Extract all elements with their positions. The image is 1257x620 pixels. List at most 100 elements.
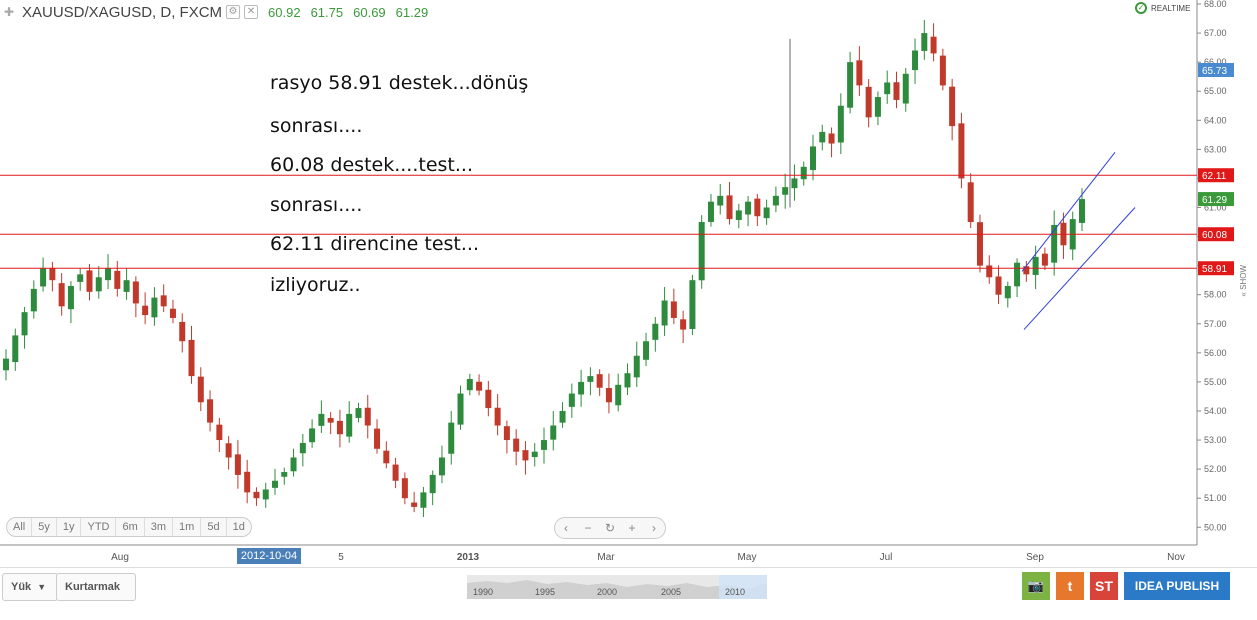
realtime-icon: ✓ bbox=[1135, 2, 1147, 14]
idea-publish-button[interactable]: IDEA PUBLISH bbox=[1124, 572, 1230, 600]
time-tick-label: Mar bbox=[597, 552, 615, 563]
close-series-icon[interactable]: ✕ bbox=[244, 5, 259, 19]
range-1y-button[interactable]: 1y bbox=[57, 518, 82, 536]
add-symbol-icon[interactable]: ✚ bbox=[4, 5, 15, 19]
trend-channel[interactable] bbox=[1021, 151, 1136, 330]
range-ytd-button[interactable]: YTD bbox=[81, 518, 117, 536]
horizontal-levels[interactable] bbox=[0, 174, 1197, 269]
candle-body bbox=[401, 478, 408, 499]
twitter-button[interactable]: t bbox=[1056, 572, 1084, 600]
annotation-line[interactable]: rasyo 58.91 destek...dönüş bbox=[270, 72, 529, 94]
candle-body bbox=[494, 407, 501, 426]
candle-body bbox=[503, 426, 510, 441]
settings-icon[interactable]: ⚙ bbox=[226, 5, 241, 19]
symbol-title[interactable]: XAUUSD/XAGUSD, D, FXCM bbox=[22, 3, 223, 21]
candle-body bbox=[30, 288, 37, 312]
candle-body bbox=[578, 381, 585, 395]
plot-area bbox=[0, 0, 1197, 545]
show-panel-toggle[interactable]: « SHOW bbox=[1239, 265, 1248, 297]
candle-body bbox=[299, 442, 306, 454]
range-3m-button[interactable]: 3m bbox=[145, 518, 174, 536]
candle-body bbox=[633, 355, 640, 378]
range-5y-button[interactable]: 5y bbox=[32, 518, 57, 536]
candle-body bbox=[707, 201, 714, 222]
annotation-line[interactable]: izliyoruz.. bbox=[270, 274, 361, 296]
price-tick-label: 65.00 bbox=[1204, 86, 1227, 96]
candle-body bbox=[438, 457, 445, 476]
price-badge bbox=[1198, 227, 1234, 242]
price-badge bbox=[1198, 192, 1234, 207]
annotation-line[interactable]: 60.08 destek....test... bbox=[270, 154, 473, 176]
candle-body bbox=[967, 182, 974, 223]
candle-body bbox=[12, 335, 19, 363]
range-1m-button[interactable]: 1m bbox=[173, 518, 202, 536]
price-badge-label: 62.11 bbox=[1202, 171, 1227, 182]
candle-body bbox=[745, 201, 752, 215]
overview-navigator[interactable]: 1990 1995 2000 2005 2010 bbox=[467, 575, 767, 599]
time-axis[interactable]: Aug 5 2013 Mar May Jul Sep Nov bbox=[111, 552, 1185, 563]
candle-body bbox=[596, 374, 603, 388]
candle-body bbox=[587, 376, 594, 382]
candle-body bbox=[837, 105, 844, 143]
channel-lower-line[interactable] bbox=[1023, 207, 1136, 330]
stocktwits-button[interactable]: ST bbox=[1090, 572, 1118, 600]
candle-body bbox=[874, 97, 881, 117]
overview-year: 2010 bbox=[725, 587, 746, 597]
candle-body bbox=[522, 450, 529, 461]
chevron-down-icon: ▼ bbox=[37, 582, 47, 592]
scroll-right-icon[interactable]: › bbox=[652, 521, 656, 535]
ohlc-open: 60.92 bbox=[268, 4, 301, 20]
candle-body bbox=[207, 399, 214, 423]
price-tick-label: 54.00 bbox=[1204, 406, 1227, 416]
candle-body bbox=[921, 33, 928, 51]
range-1d-button[interactable]: 1d bbox=[232, 521, 245, 533]
ohlc-close: 61.29 bbox=[395, 4, 429, 20]
range-all-button[interactable]: All bbox=[7, 518, 33, 536]
range-6m-button[interactable]: 6m bbox=[116, 518, 145, 536]
snapshot-button[interactable]: 📷 bbox=[1022, 572, 1050, 600]
candle-body bbox=[234, 454, 241, 475]
candle-body bbox=[364, 407, 371, 426]
reset-icon[interactable]: ↻ bbox=[604, 521, 616, 535]
zoom-in-icon[interactable]: + bbox=[628, 521, 636, 535]
candle-body bbox=[179, 321, 186, 342]
candle-body bbox=[828, 133, 835, 144]
candle-body bbox=[865, 86, 872, 118]
range-5d-button[interactable]: 5d bbox=[201, 518, 227, 536]
overview-year: 2005 bbox=[661, 587, 682, 597]
price-tick-label: 52.00 bbox=[1204, 464, 1227, 474]
price-badge bbox=[1198, 62, 1234, 77]
range-buttons: All 5y 1y YTD 6m 3m 1m 5d 1d bbox=[6, 517, 252, 537]
candle-body bbox=[142, 305, 149, 316]
candle-body bbox=[485, 389, 492, 409]
time-tick-label: Nov bbox=[1167, 552, 1185, 563]
candle-body bbox=[698, 222, 705, 281]
candle-body bbox=[1014, 262, 1021, 287]
candle-body bbox=[791, 178, 798, 189]
realtime-indicator[interactable]: ✓ REALTIME bbox=[1135, 2, 1190, 14]
candle-body bbox=[290, 457, 297, 472]
save-button[interactable]: Kurtarmak bbox=[56, 573, 136, 601]
candle-body bbox=[652, 323, 659, 340]
price-tick-label: 57.00 bbox=[1204, 319, 1227, 329]
candle-body bbox=[1041, 253, 1048, 266]
price-tick-label: 64.00 bbox=[1204, 115, 1227, 125]
annotation-line[interactable]: 62.11 direncine test... bbox=[270, 233, 479, 255]
annotation-line[interactable]: sonrası.... bbox=[270, 194, 363, 216]
candle-body bbox=[772, 195, 779, 206]
candle-body bbox=[939, 55, 946, 86]
load-button[interactable]: Yük ▼ bbox=[2, 573, 58, 601]
scroll-left-icon[interactable]: ‹ bbox=[564, 521, 568, 535]
candle-body bbox=[188, 339, 195, 377]
candle-body bbox=[763, 207, 770, 219]
price-axis[interactable]: 68.0067.0066.0065.0064.0063.0062.0061.00… bbox=[1197, 0, 1234, 532]
overview-year: 2000 bbox=[597, 587, 618, 597]
candle-body bbox=[884, 82, 891, 95]
annotation-line[interactable]: sonrası.... bbox=[270, 115, 363, 137]
candle-body bbox=[197, 376, 204, 403]
channel-upper-line[interactable] bbox=[1021, 151, 1116, 272]
candle-body bbox=[513, 438, 520, 452]
candle-body bbox=[912, 50, 919, 71]
zoom-out-icon[interactable]: − bbox=[584, 521, 592, 535]
